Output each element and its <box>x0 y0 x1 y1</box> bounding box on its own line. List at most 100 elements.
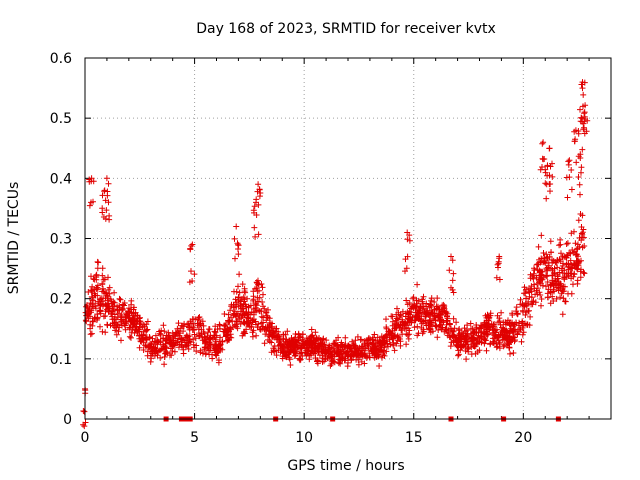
data-point <box>399 331 406 338</box>
data-point <box>175 335 182 342</box>
data-point <box>319 358 326 365</box>
data-point <box>207 335 214 342</box>
data-point <box>295 337 302 344</box>
data-point <box>578 164 585 171</box>
data-point <box>352 337 359 344</box>
data-point <box>131 320 138 326</box>
data-point <box>165 333 172 340</box>
data-point <box>118 337 124 344</box>
data-point <box>494 261 501 268</box>
data-point <box>570 273 577 280</box>
data-point <box>501 333 508 340</box>
data-point <box>581 270 588 277</box>
data-point <box>289 346 296 353</box>
data-point <box>192 316 199 323</box>
data-point <box>193 348 200 355</box>
data-point <box>426 318 433 324</box>
data-point <box>246 323 253 330</box>
data-point <box>274 333 281 340</box>
data-point <box>134 328 141 335</box>
data-point <box>140 337 147 344</box>
data-point <box>104 306 110 313</box>
data-point <box>509 312 516 318</box>
data-point <box>126 308 133 315</box>
data-point <box>405 335 412 342</box>
data-point <box>192 335 199 342</box>
data-point <box>556 242 563 249</box>
data-point <box>234 325 241 332</box>
data-point <box>235 283 241 290</box>
data-point <box>579 146 586 153</box>
data-point <box>214 348 221 355</box>
data-point <box>483 314 490 321</box>
data-point <box>250 207 257 214</box>
data-point <box>100 285 106 292</box>
data-point <box>542 180 549 187</box>
data-point <box>144 348 151 355</box>
data-point <box>539 282 546 289</box>
data-point <box>428 295 435 302</box>
data-point <box>191 331 198 338</box>
grid-layer <box>85 58 611 419</box>
data-point <box>558 250 564 257</box>
data-point <box>518 338 525 345</box>
data-point <box>378 344 385 351</box>
data-point <box>577 211 584 217</box>
data-point <box>332 341 339 348</box>
data-point <box>327 362 334 369</box>
data-point <box>440 319 447 326</box>
data-point <box>161 361 168 368</box>
data-point <box>417 303 424 310</box>
x-tick-label: 10 <box>295 430 313 446</box>
data-point <box>404 332 411 338</box>
data-point <box>105 274 111 281</box>
data-point <box>123 320 129 327</box>
data-point <box>106 212 113 219</box>
data-point <box>87 331 94 338</box>
data-point <box>286 337 292 344</box>
data-point <box>548 281 555 288</box>
data-point <box>117 296 124 303</box>
data-point <box>428 309 435 316</box>
data-point <box>457 347 464 354</box>
data-point <box>489 326 496 333</box>
data-point <box>90 198 96 205</box>
data-point <box>468 351 475 358</box>
data-point <box>524 322 531 328</box>
data-point <box>414 300 421 307</box>
data-point <box>557 241 564 248</box>
data-point <box>397 311 404 318</box>
data-point <box>124 312 131 318</box>
data-point <box>284 328 291 335</box>
data-point <box>95 282 101 289</box>
data-point <box>267 328 274 335</box>
data-point <box>105 286 112 293</box>
data-point <box>450 315 457 322</box>
data-point <box>581 110 588 117</box>
x-tick-label: 5 <box>190 430 199 446</box>
data-point <box>562 298 569 305</box>
data-point <box>482 337 489 344</box>
data-point <box>85 315 92 322</box>
data-point <box>221 311 228 317</box>
data-point <box>461 325 468 332</box>
y-tick-label: 0.1 <box>50 352 72 368</box>
data-point <box>210 345 217 351</box>
data-point <box>119 305 126 312</box>
data-point <box>539 164 545 170</box>
data-point <box>95 259 102 266</box>
data-point <box>253 302 260 309</box>
data-point <box>146 334 153 340</box>
data-point <box>211 332 217 339</box>
data-point <box>544 272 551 279</box>
data-point <box>554 257 561 264</box>
data-point <box>182 343 189 350</box>
y-tick-label: 0.6 <box>50 51 72 67</box>
data-point <box>235 241 241 248</box>
data-point <box>144 326 151 333</box>
data-point <box>428 297 434 304</box>
data-point <box>270 345 277 352</box>
data-point <box>455 342 461 349</box>
data-point <box>584 117 591 124</box>
